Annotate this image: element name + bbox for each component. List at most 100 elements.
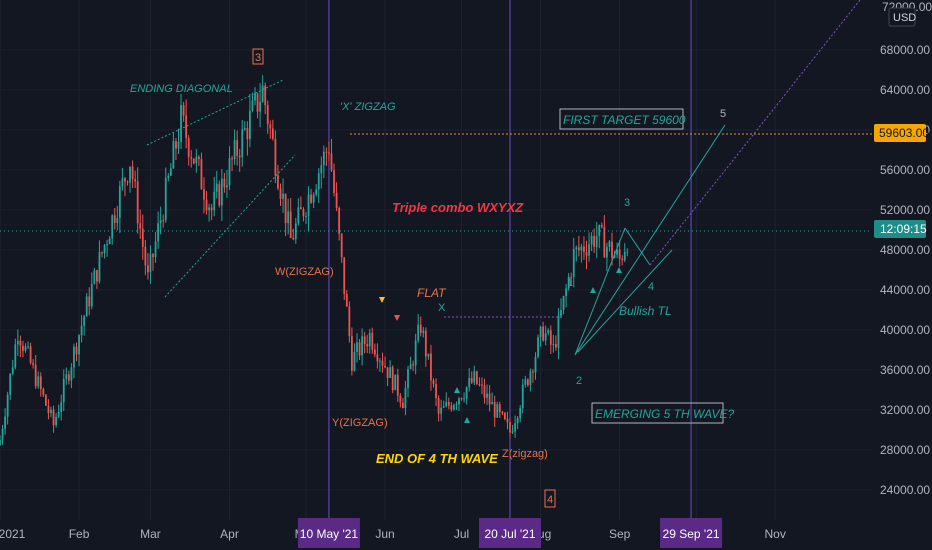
candle-body (422, 330, 425, 333)
candle-body (106, 244, 108, 246)
candle-body (292, 237, 295, 240)
candle-body (282, 193, 284, 199)
wave-1-3-line (574, 227, 626, 356)
candle-body (205, 199, 208, 211)
date-marker-tag (479, 518, 541, 548)
candle-body (9, 373, 12, 395)
candle-body (338, 208, 341, 234)
price-tick-label: 68000.00 (880, 43, 930, 57)
candle-body (537, 337, 539, 357)
candle-body (129, 166, 131, 183)
candle-body (297, 207, 300, 224)
candle-body (623, 252, 626, 261)
candle-body (187, 137, 190, 158)
candle-body (475, 371, 478, 385)
candle-body (27, 346, 29, 348)
candle-body (577, 247, 580, 251)
candle-body (101, 252, 103, 254)
candle-body (368, 332, 371, 347)
candle-body (65, 374, 68, 379)
candle-body (37, 376, 40, 387)
date-marker-tag (660, 518, 723, 548)
candle-body (606, 246, 608, 258)
currency-badge[interactable] (888, 7, 916, 27)
candle-body (159, 220, 162, 224)
candle-body (335, 192, 338, 209)
candle-body (493, 402, 496, 418)
candle-body (340, 233, 343, 258)
candle-body (511, 431, 514, 433)
candle-body (300, 207, 302, 210)
candle-body (172, 141, 175, 169)
price-tick-label: 52000.00 (880, 203, 930, 217)
candle-body (626, 251, 629, 253)
candle-body (600, 225, 603, 227)
wave-1-label: 1 (567, 277, 573, 289)
candle-body (455, 404, 458, 406)
candle-body (618, 249, 621, 259)
candle-body (542, 326, 545, 341)
candle-body (141, 228, 144, 247)
candle-body (236, 140, 239, 156)
candle-body (208, 207, 210, 211)
price-tick-label: 28000.00 (880, 443, 930, 457)
wave-2-label: 2 (576, 375, 582, 387)
candle-body (238, 155, 241, 158)
x-zigzag-label: 'X' ZIGZAG (340, 101, 396, 113)
candle-body (279, 188, 282, 199)
price-tick-label: 64000.00 (880, 83, 930, 97)
candle-body (381, 360, 384, 366)
triple-combo-label: Triple combo WXYXZ (392, 200, 524, 215)
candle-body (417, 324, 420, 341)
candle-body (445, 401, 448, 407)
candle-body (465, 387, 468, 399)
candle-body (47, 405, 50, 414)
ending-diagonal-label: ENDING DIAGONAL (130, 83, 233, 95)
candle-body (19, 340, 22, 346)
w-zigzag-label: W(ZIGZAG) (275, 266, 334, 278)
wave-4-box-label: 4 (547, 494, 553, 506)
price-axis-background (872, 0, 932, 520)
candle-body (407, 369, 409, 388)
candle-body (121, 178, 124, 187)
price-tick-label: 48000.00 (880, 243, 930, 257)
candle-body (0, 440, 1, 445)
candle-body (198, 156, 200, 160)
price-tick-label: 24000.00 (880, 483, 930, 497)
candle-body (223, 178, 226, 188)
candle-body (152, 254, 154, 258)
candle-body (6, 394, 9, 417)
ending-diagonal-upper (146, 79, 284, 146)
candle-body (414, 340, 417, 366)
candle-body (315, 189, 318, 195)
time-axis[interactable]: 2021FebMarAprMayJunJulAugSepOctNov10 May… (0, 518, 786, 548)
first-target-label: FIRST TARGET 59600 (563, 113, 686, 127)
candle-body (532, 371, 534, 373)
target-price-label: 59603.00 (879, 126, 929, 140)
date-marker-label: 10 May '21 (300, 527, 359, 541)
candle-body (526, 379, 529, 386)
candle-body (498, 404, 501, 412)
candle-body (402, 402, 404, 409)
candle-body (330, 153, 333, 171)
candle-body (284, 193, 287, 224)
candle-body (14, 344, 17, 368)
candle-body (399, 395, 402, 403)
candle-body (241, 129, 244, 158)
candle-body (432, 380, 435, 384)
candle-body (93, 270, 96, 284)
candle-body (524, 379, 527, 385)
signal-marker (616, 267, 622, 273)
candle-body (412, 364, 414, 366)
wave-4-label: 4 (648, 281, 654, 293)
candle-body (491, 402, 494, 405)
time-tick-label: Mar (140, 527, 161, 541)
candle-body (348, 306, 351, 337)
candle-body (220, 178, 223, 206)
candle-body (509, 422, 511, 433)
candle-body (310, 194, 312, 203)
candle-body (565, 288, 567, 296)
candle-body (32, 362, 35, 365)
candle-body (210, 207, 213, 211)
